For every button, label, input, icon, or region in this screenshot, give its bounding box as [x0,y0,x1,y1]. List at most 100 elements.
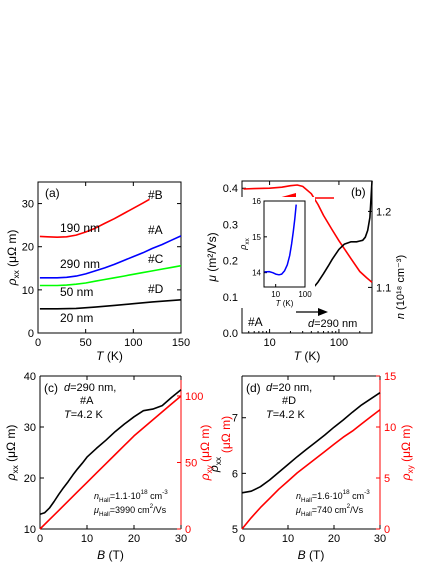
temperature-label: T=4.2 K [266,409,306,421]
hall-mobility-label: μHall=3990 cm2/Vs [93,503,167,518]
y-tick-label: 30 [24,422,36,434]
inset-background [240,197,315,308]
inset-x-tick-label: 10 [271,290,280,299]
y-tick-label: 20 [22,242,34,254]
label-part: μ [93,505,99,515]
label-part: /Vs [153,505,167,515]
series-line-A [39,235,182,279]
label-part: T [276,299,282,308]
x-tick-label: 150 [172,337,190,349]
label-part: (T) [306,548,325,562]
sample-label-C: #C [148,252,164,266]
series-line-C [39,264,182,287]
label-part: T [64,409,72,421]
x-axis-label: B (T) [97,548,124,562]
y-tick-label: 10 [22,285,34,297]
thickness-label-B: 190 nm [60,221,100,235]
y-axis-label-right: ρxy (μΩ m) [198,425,214,482]
panel-a: 0 50 100 150 0 10 20 30 T (K) ρxx (μΩ m) (a) #B 190 … [5,181,190,363]
hall-mobility-label: μHall=740 cm2/Vs [295,503,364,518]
y-axis-label: ρxx (μΩ m) [5,230,21,287]
x-axis-label: T (K) [294,349,321,363]
y-axis-label-right: ρxy (μΩ m) [399,425,415,482]
y-axis-label-left: ρxx (μΩ m) [4,425,20,482]
y-tick-label: 5 [232,524,238,536]
label-part: xy [204,464,214,473]
y-axis-unit-left: (μΩ m) [219,416,233,453]
label-part: ρ [4,473,18,481]
panel-b: 10 100 0.0 0.1 0.2 0.3 0.4 1.1 1.2 T (K) μ (m²/Vs)… [205,180,407,363]
y-tick-label: 20 [24,473,36,485]
inset-y-tick-label: 15 [252,233,261,242]
x-tick-label: 100 [124,337,142,349]
inset: 10 100 14 15 16 T (K) ρxx [238,197,315,308]
label-part: =4.2 K [273,409,306,421]
label-part: T [266,409,274,421]
label-part: Hall [99,497,110,504]
y-tick-label: 40 [24,371,36,383]
label-part: (μΩ m) [219,416,233,453]
y-tick-label: 1.1 [376,282,391,294]
label-part: (μΩ m) [399,425,413,466]
label-part: d [308,318,315,330]
y-tick-label: 0 [185,524,191,536]
sample-label: #D [282,395,296,407]
x-tick-label: 0 [35,337,41,349]
thickness-label-C: 50 nm [60,285,93,299]
y-axis-label-left: μ (m²/Vs) [205,232,219,282]
hall-density-label: nHall=1.6·1018 cm-3 [296,489,370,504]
y-tick-label: 0.2 [223,256,238,268]
label-part: =1.6·10 [312,491,343,501]
panel-label: (a) [45,186,60,200]
label-part: ρ [207,465,221,473]
x-tick-label: 100 [330,337,348,349]
panel-label: (b) [351,185,366,199]
label-part: ρ [399,473,413,481]
label-part: xy [405,464,415,473]
sample-label-B: #B [148,188,163,202]
plot-frame [37,181,182,334]
plot-frame [263,200,306,288]
thickness-label: d=20 nm, [266,382,312,394]
label-part: xx [213,456,223,465]
sample-label-D: #D [148,282,164,296]
inset-y-axis-label: ρxx [238,237,251,250]
thickness-label: d=290 nm [308,318,357,330]
label-part: cm [148,491,163,501]
y-tick-label: 10 [24,524,36,536]
x-tick-label: 50 [80,337,92,349]
label-part: Hall [301,497,312,504]
x-axis-label: T (K) [96,349,123,363]
x-tick-label: 20 [128,533,140,545]
hall-density-label: nHall=1.1·1018 cm-3 [94,489,168,504]
label-part: xx [10,464,20,473]
label-part: n [395,313,407,319]
sample-label: #A [80,395,94,407]
label-part: (m²/Vs) [205,232,219,275]
thickness-label-D: 20 nm [60,311,93,325]
y-tick-label: 7 [232,413,238,425]
x-tick-label: 30 [374,533,386,545]
temperature-label: T=4.2 K [64,409,104,421]
sample-label: #A [248,315,263,329]
thickness-label-A: 290 nm [60,257,100,271]
series-line-rho-xx [241,392,381,494]
label-part: T [294,349,303,363]
y-tick-label: 0.4 [223,183,238,195]
label-part: Hall [301,511,312,518]
label-part: -3 [162,489,168,496]
y-tick-label: 15 [384,371,396,383]
label-part: n [94,491,99,501]
series-line-rho-xx [39,389,182,515]
y-tick-label: 0 [384,524,390,536]
y-tick-label: 100 [185,391,203,403]
label-part: T [96,349,105,363]
label-part: -3 [364,489,370,496]
y-tick-label: 5 [384,473,390,485]
x-tick-label: 0 [239,533,245,545]
label-part: xx [11,269,21,278]
label-part: ρ [5,278,19,286]
label-part: B [298,548,306,562]
label-part: d [64,382,71,394]
